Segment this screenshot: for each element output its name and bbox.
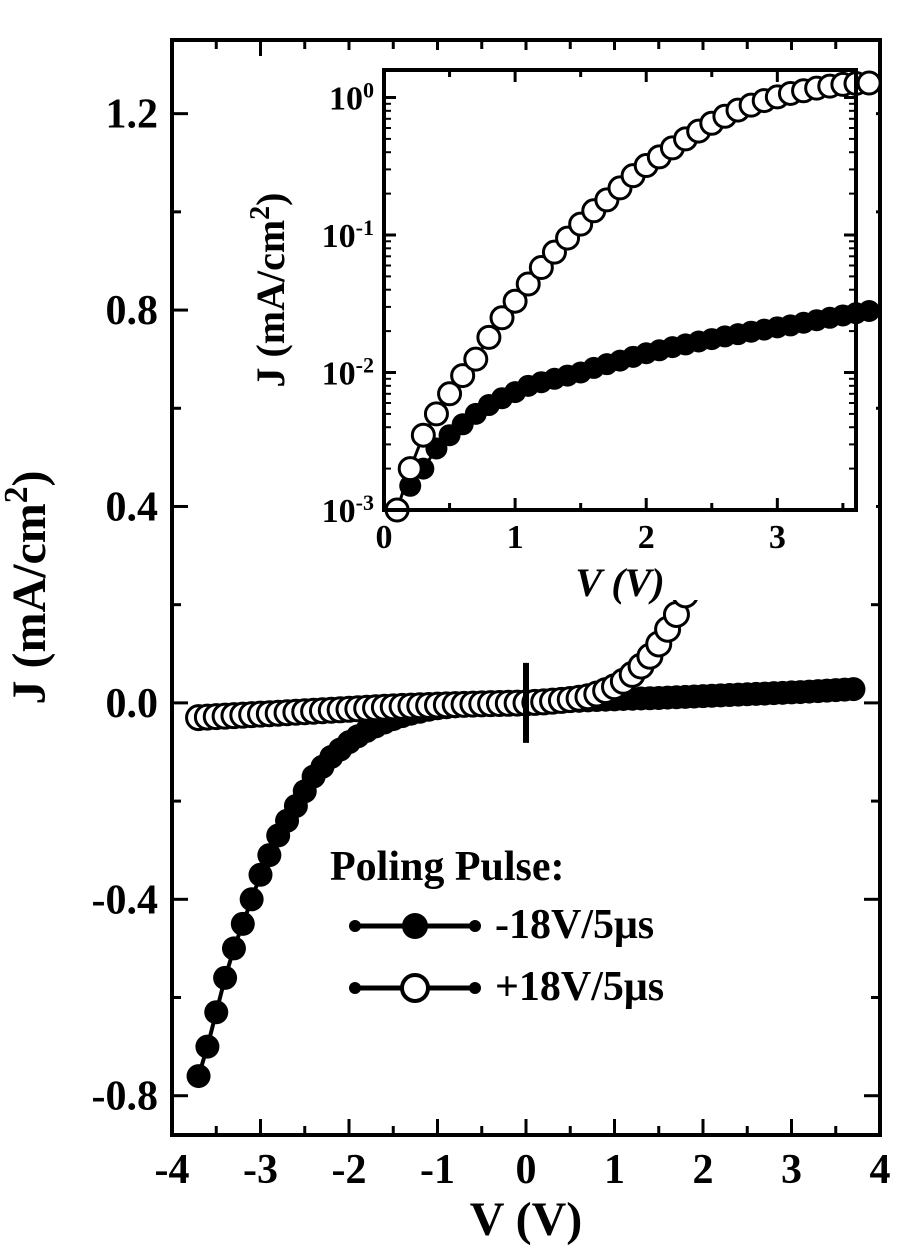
svg-text:V (V): V (V) <box>470 1193 582 1246</box>
svg-text:1.2: 1.2 <box>106 92 159 138</box>
svg-text:-1: -1 <box>420 1147 455 1193</box>
svg-text:0: 0 <box>516 1147 537 1193</box>
svg-text:0.0: 0.0 <box>106 681 159 727</box>
svg-text:-4: -4 <box>155 1147 190 1193</box>
svg-text:-18V/5μs: -18V/5μs <box>495 902 654 948</box>
svg-text:2: 2 <box>638 519 655 556</box>
svg-text:J (mA/cm2): J (mA/cm2) <box>0 470 56 704</box>
svg-text:2: 2 <box>693 1147 714 1193</box>
svg-text:-0.4: -0.4 <box>92 877 159 923</box>
svg-text:1: 1 <box>604 1147 625 1193</box>
svg-text:1: 1 <box>507 519 524 556</box>
svg-text:0.4: 0.4 <box>106 484 159 530</box>
svg-text:0.8: 0.8 <box>106 288 159 334</box>
chart-svg: -4 -3 -2 -1 0 1 2 3 4 -0.8 -0.4 0.0 0.4 0.8 1.2 V (V) J … <box>0 0 924 1251</box>
svg-text:-2: -2 <box>332 1147 367 1193</box>
svg-text:+18V/5μs: +18V/5μs <box>495 964 664 1010</box>
svg-text:V (V): V (V) <box>575 560 664 605</box>
svg-text:4: 4 <box>870 1147 891 1193</box>
svg-text:J (mA/cm2): J (mA/cm2) <box>245 192 294 387</box>
svg-text:3: 3 <box>769 519 786 556</box>
svg-text:3: 3 <box>781 1147 802 1193</box>
svg-text:0: 0 <box>376 519 393 556</box>
svg-text:Poling Pulse:: Poling Pulse: <box>330 844 565 890</box>
svg-text:-0.8: -0.8 <box>92 1074 159 1120</box>
svg-text:-3: -3 <box>243 1147 278 1193</box>
chart-figure: -4 -3 -2 -1 0 1 2 3 4 -0.8 -0.4 0.0 0.4 0.8 1.2 V (V) J … <box>0 0 924 1251</box>
